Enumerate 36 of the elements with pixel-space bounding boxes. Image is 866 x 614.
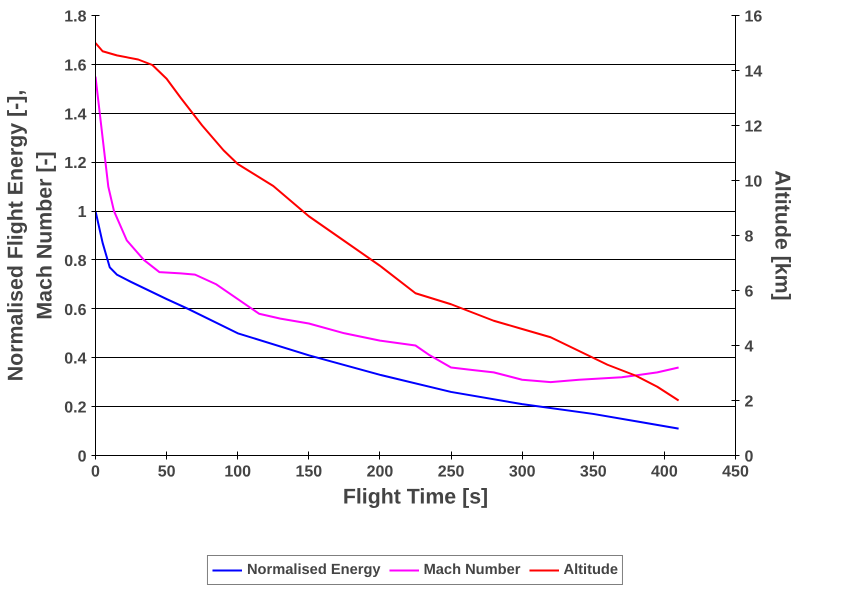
y-tick-label: 0.4 bbox=[64, 350, 87, 368]
x-axis-title: Flight Time [s] bbox=[342, 484, 488, 508]
x-tick-label: 200 bbox=[366, 464, 394, 480]
y2-tick-label: 8 bbox=[744, 228, 754, 246]
y-tick-label: 0.6 bbox=[64, 302, 87, 319]
x-tick-label: 400 bbox=[651, 464, 678, 480]
y2-tick-label: 0 bbox=[744, 448, 754, 466]
y2-tick-label: 14 bbox=[744, 64, 762, 80]
legend-label: Altitude bbox=[563, 562, 618, 578]
y-tick-label: 0.2 bbox=[64, 400, 87, 417]
x-tick-label: 0 bbox=[91, 464, 100, 480]
y2-tick-label: 6 bbox=[744, 284, 754, 300]
y-tick-label: 1 bbox=[78, 204, 87, 222]
y-tick-label: 1.4 bbox=[64, 106, 87, 124]
y-tick-label: 0 bbox=[78, 448, 87, 466]
legend-label: Normalised Energy bbox=[246, 562, 381, 578]
y-axis-title: Normalised Flight Energy [-], Mach Number [-] bbox=[3, 90, 56, 382]
x-tick-label: 350 bbox=[580, 464, 607, 480]
y2-tick-label: 10 bbox=[744, 174, 762, 190]
line-series bbox=[96, 210, 680, 430]
legend-label: Mach Number bbox=[424, 562, 520, 578]
y2-tick-label: 16 bbox=[744, 8, 762, 26]
x-tick-label: 50 bbox=[158, 464, 176, 480]
x-tick-label: 450 bbox=[722, 464, 749, 480]
y2-tick-label: 4 bbox=[744, 338, 754, 356]
x-tick-label: 100 bbox=[224, 464, 252, 480]
y2-tick-label: 12 bbox=[744, 118, 762, 136]
y-tick-label: 1.8 bbox=[64, 8, 87, 26]
x-tick-label: 300 bbox=[508, 464, 536, 480]
y-tick-label: 1.2 bbox=[64, 155, 87, 172]
x-tick-label: 250 bbox=[438, 464, 465, 480]
y-tick-label: 1.6 bbox=[64, 57, 87, 74]
y2-axis-title: Altitude [km] bbox=[770, 170, 794, 301]
x-tick-label: 150 bbox=[295, 464, 322, 480]
y2-tick-label: 2 bbox=[744, 394, 754, 410]
y-tick-label: 0.8 bbox=[64, 252, 87, 270]
